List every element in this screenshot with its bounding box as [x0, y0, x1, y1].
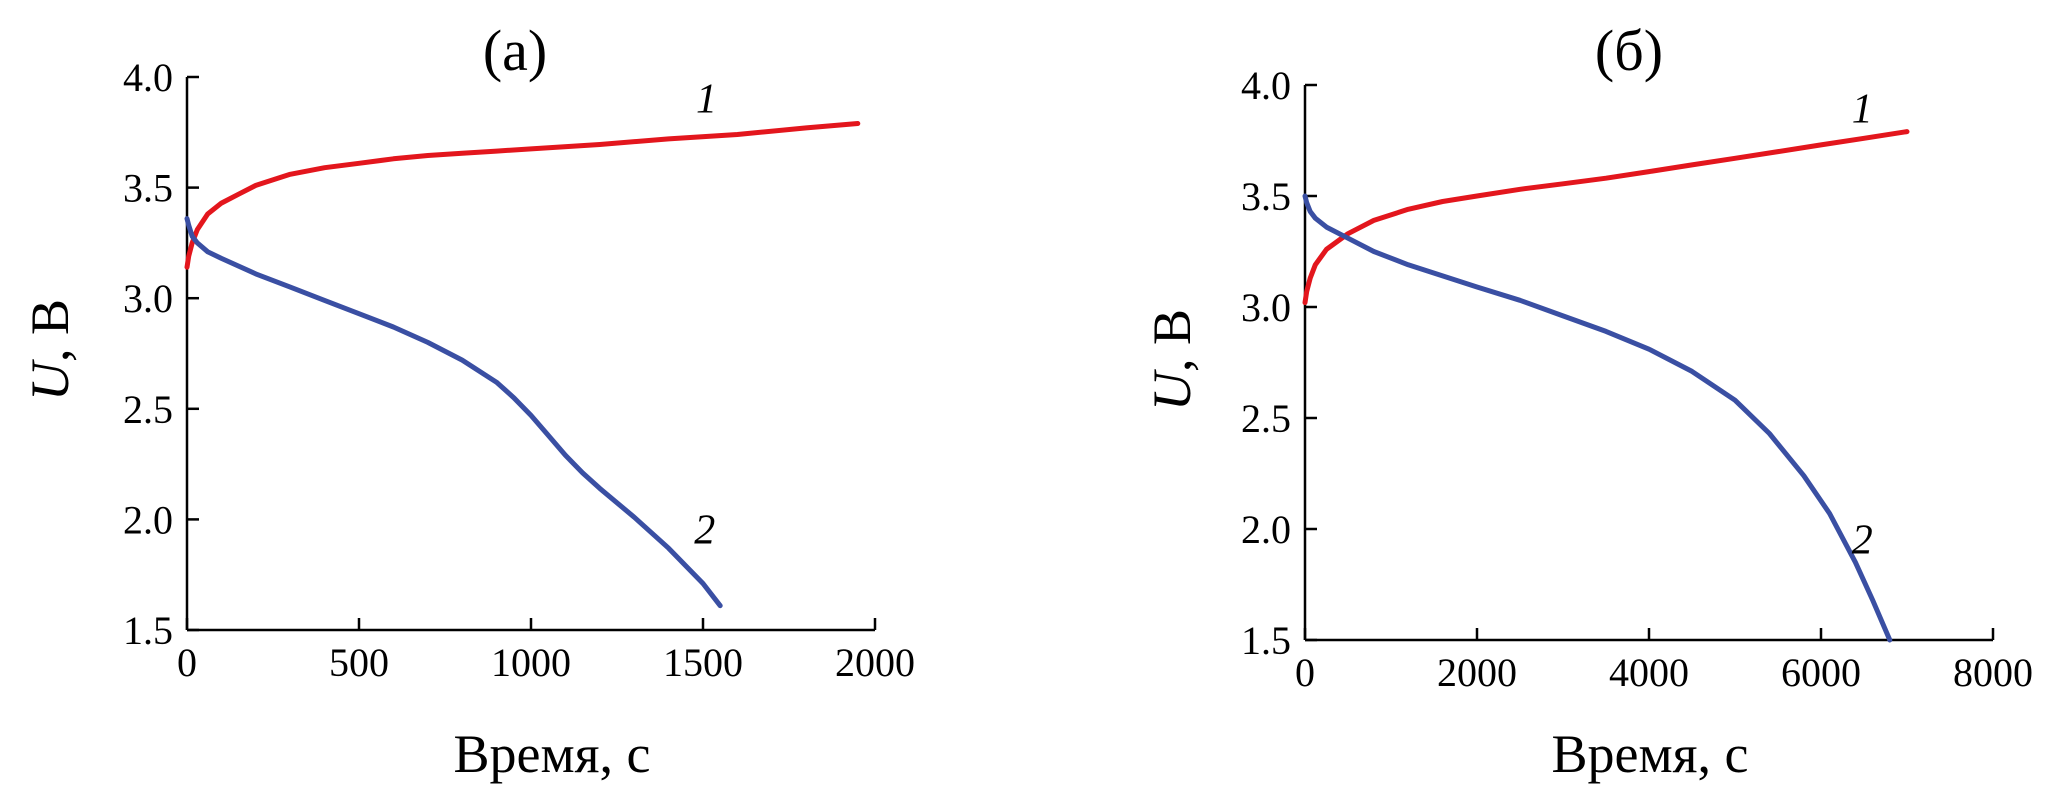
x-tick-label: 8000 [1953, 650, 2033, 695]
panel-b: (б) U, В Время, с 0 2000 4000 6000 8000 1.5 2.… [1142, 18, 2033, 784]
panel-a: (а) U, В Время, с 0 500 1000 1500 2000 1.5 2.0… [20, 18, 915, 784]
x-tick-label: 2000 [1437, 650, 1517, 695]
y-tick-label: 1.5 [1241, 618, 1291, 663]
plot-area: 0 2000 4000 6000 8000 1.5 2.0 2.5 3.0 3.5 4.0 1 2 [1241, 63, 2033, 695]
y-tick-label: 3.5 [123, 166, 173, 211]
x-tick-label: 0 [177, 640, 197, 685]
y-tick-label: 2.5 [123, 387, 173, 432]
x-tick-label: 0 [1295, 650, 1315, 695]
x-tick-label: 1500 [663, 640, 743, 685]
curve-label-1: 1 [696, 76, 717, 122]
x-tick-label: 500 [329, 640, 389, 685]
x-axis-title: Время, с [454, 724, 651, 784]
y-tick-label: 4.0 [1241, 63, 1291, 108]
y-tick-label: 2.0 [1241, 507, 1291, 552]
y-tick-label: 3.5 [1241, 174, 1291, 219]
chart-title: (а) [483, 18, 547, 83]
y-axis-unit: , В [20, 299, 80, 362]
plot-area: 0 500 1000 1500 2000 1.5 2.0 2.5 3.0 3.5 4.0 1 2 [123, 55, 915, 685]
y-tick-label: 4.0 [123, 55, 173, 100]
curve-label-2: 2 [694, 508, 715, 554]
y-axis-unit: , В [1142, 309, 1202, 372]
y-axis-title: U, В [1142, 309, 1202, 411]
x-axis-title: Время, с [1552, 724, 1749, 784]
x-tick-label: 6000 [1781, 650, 1861, 695]
series-line-2 [184, 216, 723, 609]
curve-label-2: 2 [1852, 517, 1873, 563]
series-line-1 [184, 121, 861, 270]
x-tick-label: 4000 [1609, 650, 1689, 695]
y-tick-label: 3.0 [1241, 285, 1291, 330]
curve-label-1: 1 [1852, 87, 1873, 133]
y-tick-label: 3.0 [123, 276, 173, 321]
y-tick-label: 2.0 [123, 497, 173, 542]
series-line-1 [1302, 129, 1910, 306]
y-axis-variable: U [20, 359, 80, 401]
y-axis-title: U, В [20, 299, 80, 401]
x-tick-label: 1000 [491, 640, 571, 685]
y-tick-label: 1.5 [123, 608, 173, 653]
svg-text:U, В: U, В [1142, 309, 1202, 411]
x-tick-label: 2000 [835, 640, 915, 685]
y-axis-variable: U [1142, 369, 1202, 411]
series-line-2 [1302, 193, 1893, 643]
svg-text:U, В: U, В [20, 299, 80, 401]
y-tick-label: 2.5 [1241, 396, 1291, 441]
chart-title: (б) [1595, 18, 1663, 83]
